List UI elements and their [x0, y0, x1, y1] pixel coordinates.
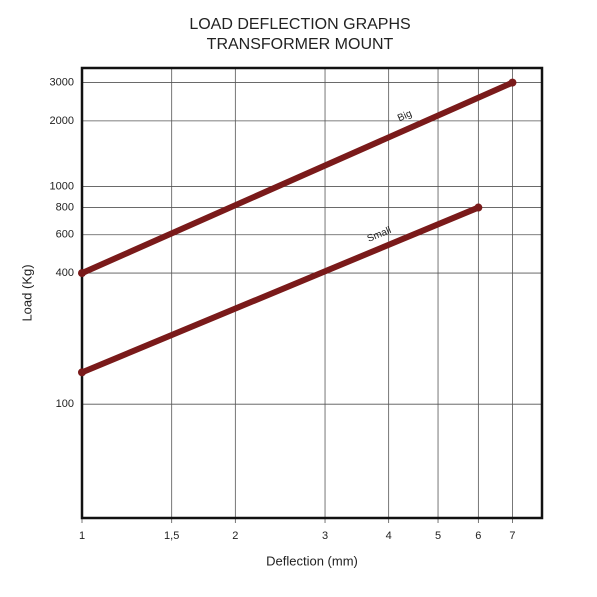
point [78, 269, 86, 278]
plot-frame [80, 66, 544, 520]
y-tick-label: 800 [56, 201, 74, 213]
x-tick-label: 1,5 [164, 530, 179, 542]
x-tick-label: 1 [79, 530, 85, 542]
y-tick-label: 400 [56, 267, 74, 279]
point [78, 368, 86, 377]
y-tick-label: 1000 [50, 180, 74, 192]
y-tick-label: 2000 [50, 115, 74, 127]
y-tick-label: 3000 [50, 76, 74, 88]
x-tick-label: 6 [475, 530, 481, 542]
y-tick-label: 600 [56, 229, 74, 241]
series-line [79, 204, 482, 376]
x-tick-label: 3 [322, 530, 328, 542]
x-tick-label: 5 [435, 530, 441, 542]
chart-title: LOAD DEFLECTION GRAPHS [189, 16, 410, 33]
x-axis-label: Deflection (mm) [266, 553, 358, 568]
point [474, 203, 483, 212]
chart-subtitle: TRANSFORMER MOUNT [207, 36, 394, 53]
point [508, 78, 517, 87]
series-line [79, 79, 516, 277]
y-axis-label: Load (Kg) [19, 264, 34, 321]
x-tick-label: 2 [232, 530, 238, 542]
y-tick-label: 100 [56, 398, 74, 410]
x-tick-label: 4 [386, 530, 392, 542]
x-tick-label: 7 [509, 530, 515, 542]
series-label: Big [396, 108, 414, 124]
